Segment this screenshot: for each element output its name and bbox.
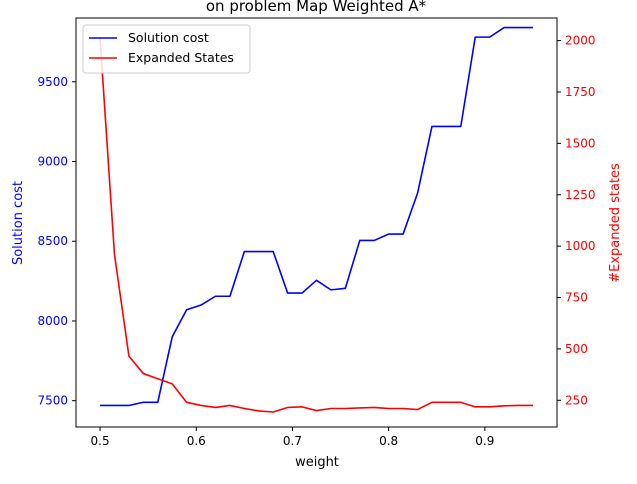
- chart-title: on problem Map Weighted A*: [206, 0, 427, 15]
- y-left-tick-label: 9000: [37, 155, 68, 169]
- y-right-tick-label: 1000: [565, 239, 596, 253]
- x-tick-label: 0.5: [91, 434, 110, 448]
- y-left-tick-label: 7500: [37, 394, 68, 408]
- x-axis-label: weight: [295, 455, 339, 470]
- series-line-expanded-states: [99, 38, 533, 413]
- x-tick-label: 0.7: [283, 434, 302, 448]
- y-right-tick-label: 1250: [565, 188, 596, 202]
- y-left-tick-label: 8000: [37, 314, 68, 328]
- legend-label: Solution cost: [128, 30, 209, 45]
- y-right-tick-label: 2000: [565, 34, 596, 48]
- y-right-tick-label: 250: [565, 393, 588, 407]
- y-axis-left-label: Solution cost: [11, 181, 26, 265]
- y-left-tick-label: 9500: [37, 75, 68, 89]
- y-right-tick-label: 750: [565, 291, 588, 305]
- legend-label: Expanded States: [128, 50, 234, 65]
- x-tick-label: 0.6: [187, 434, 206, 448]
- plot-frame: [75, 17, 558, 428]
- legend-box: [82, 24, 251, 74]
- x-axis: 0.5 0.6 0.7 0.8 0.9: [91, 427, 494, 448]
- x-tick-label: 0.9: [475, 434, 494, 448]
- y-axis-left: 7500 8000 8500 9000 9500: [37, 75, 76, 408]
- y-axis-right-label: #Expanded states: [608, 163, 623, 283]
- y-right-tick-label: 500: [565, 342, 588, 356]
- legend: Solution cost Expanded States: [82, 24, 251, 74]
- y-axis-right: 250 500 750 1000 1250 1500 1750 2000: [557, 34, 596, 407]
- y-left-tick-label: 8500: [37, 234, 68, 248]
- y-right-tick-label: 1750: [565, 85, 596, 99]
- series-line-solution-cost: [100, 26, 533, 407]
- y-right-tick-label: 1500: [565, 136, 596, 150]
- plot-area: [75, 17, 558, 428]
- x-tick-label: 0.8: [379, 434, 398, 448]
